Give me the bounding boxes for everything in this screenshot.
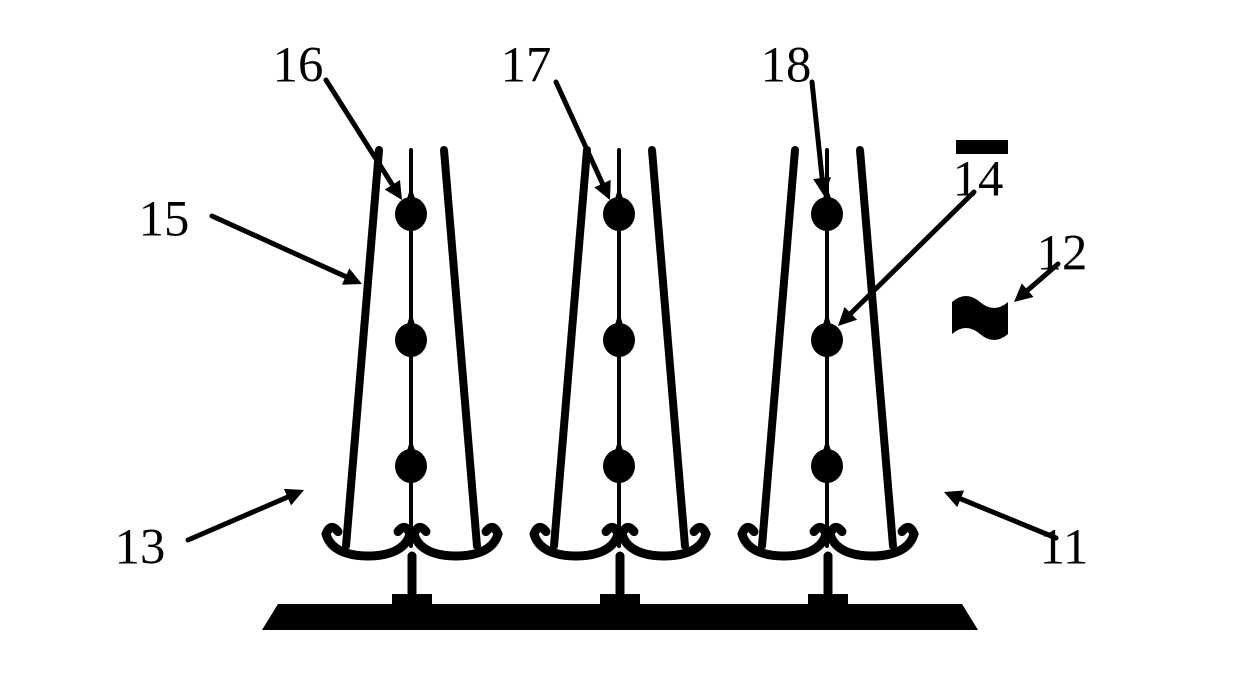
callout-label-18: 18 xyxy=(761,37,812,93)
callout-label-12: 12 xyxy=(1037,225,1088,281)
callout-label-13: 13 xyxy=(115,519,166,575)
callout-label-14: 14 xyxy=(953,151,1004,207)
callout-label-15: 15 xyxy=(139,191,190,247)
base-plate xyxy=(262,604,978,630)
callout-label-11: 11 xyxy=(1040,519,1089,575)
callout-label-16: 16 xyxy=(273,37,324,93)
callout-label-17: 17 xyxy=(501,37,552,93)
